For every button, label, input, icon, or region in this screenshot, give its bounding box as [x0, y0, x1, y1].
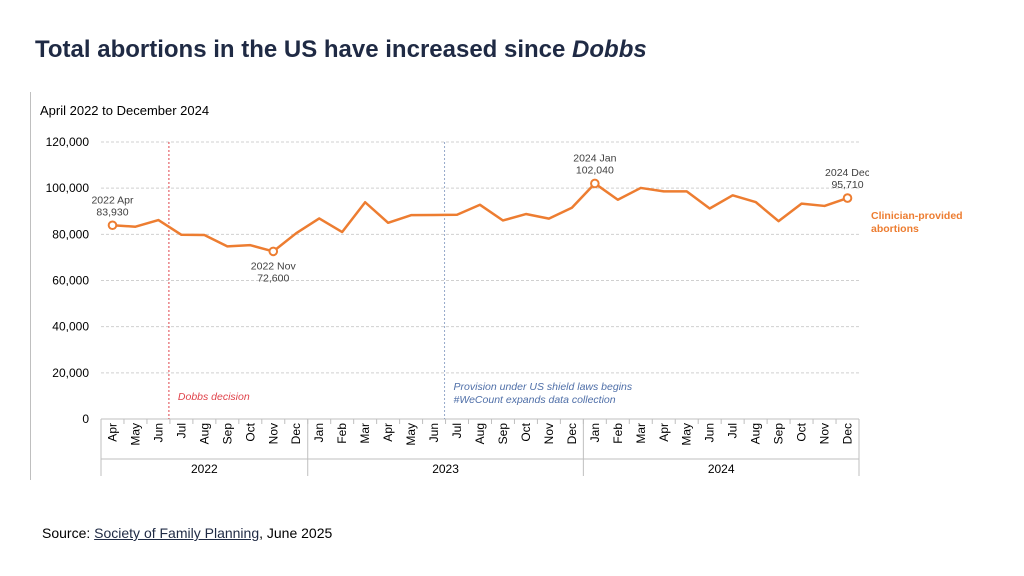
- data-point-marker: [268, 246, 279, 257]
- x-tick-label: Apr: [657, 423, 671, 442]
- annotation-value: 83,930: [96, 206, 128, 218]
- x-tick-label: Oct: [243, 422, 257, 441]
- y-tick-label: 80,000: [52, 227, 89, 241]
- x-tick-label: Jun: [427, 423, 441, 442]
- x-tick-label: Dec: [841, 423, 855, 444]
- x-tick-label: May: [680, 423, 694, 446]
- event-label: Provision under US shield laws begins: [454, 381, 633, 393]
- x-tick-label: Jul: [726, 423, 740, 438]
- annotation-label: 2022 Apr: [91, 194, 134, 206]
- year-label: 2023: [432, 462, 459, 476]
- y-tick-label: 20,000: [52, 366, 89, 380]
- series-line: [112, 182, 848, 253]
- x-tick-label: Sep: [772, 423, 786, 445]
- title-main-text: Total abortions in the US have increased…: [35, 36, 573, 63]
- data-point-marker: [842, 193, 853, 203]
- x-tick-label: Feb: [611, 423, 625, 444]
- x-tick-label: Sep: [220, 423, 234, 445]
- x-tick-label: Jul: [450, 423, 464, 438]
- x-tick-label: Aug: [749, 423, 763, 444]
- legend-series-label: Clinician-provided: [871, 210, 963, 222]
- x-tick-label: Aug: [473, 423, 487, 444]
- data-point-marker: [107, 220, 118, 231]
- data-point-marker: [590, 178, 600, 189]
- x-tick-label: Oct: [519, 422, 533, 441]
- x-tick-label: Nov: [818, 423, 832, 444]
- x-tick-label: Apr: [381, 423, 395, 442]
- x-tick-label: Jun: [703, 423, 717, 442]
- x-tick-label: Jul: [174, 423, 188, 438]
- annotation-value: 102,040: [576, 164, 614, 176]
- chart-container: April 2022 to December 2024 0 20,000 40,000…: [30, 92, 870, 480]
- event-label: Dobbs decision: [178, 391, 250, 403]
- x-tick-label: May: [128, 423, 142, 446]
- y-tick-label: 40,000: [52, 320, 89, 334]
- title-emphasis-text: Dobbs: [572, 36, 647, 63]
- x-tick-label: Dec: [289, 423, 303, 444]
- x-tick-label: Feb: [335, 423, 349, 444]
- x-tick-label: Jan: [588, 423, 602, 442]
- legend-series-label: abortions: [871, 223, 919, 235]
- x-tick-label: May: [404, 423, 418, 446]
- x-tick-label: Sep: [496, 423, 510, 445]
- x-tick-label: Mar: [358, 423, 372, 444]
- x-tick-label: Mar: [634, 423, 648, 444]
- chart-subtitle: April 2022 to December 2024: [40, 103, 209, 118]
- y-tick-label: 0: [82, 412, 89, 426]
- x-tick-label: Nov: [542, 423, 556, 444]
- year-label: 2022: [191, 462, 218, 476]
- source-prefix: Source:: [42, 525, 95, 541]
- line-chart: April 2022 to December 2024 0 20,000 40,000…: [40, 103, 870, 476]
- legend: Clinician-provided abortions: [871, 210, 963, 235]
- x-tick-label: Nov: [266, 423, 280, 444]
- event-label: #WeCount expands data collection: [454, 394, 616, 406]
- page-title: Total abortions in the US have increased…: [35, 36, 647, 64]
- annotation-value: 72,600: [257, 272, 289, 284]
- annotation-label: 2024 Jan: [573, 152, 616, 164]
- x-tick-label: Jan: [312, 423, 326, 442]
- x-tick-label: Dec: [565, 423, 579, 444]
- source-suffix: , June 2025: [259, 525, 333, 541]
- x-tick-label: Aug: [197, 423, 211, 444]
- y-tick-label: 100,000: [46, 181, 90, 195]
- x-tick-label: Oct: [795, 422, 809, 441]
- x-tick-label: Jun: [151, 423, 165, 442]
- year-label: 2024: [708, 462, 735, 476]
- y-tick-label: 60,000: [52, 274, 89, 288]
- annotation-label: 2024 Dec: [825, 167, 869, 179]
- source-note: Source: Society of Family Planning, June…: [42, 525, 332, 541]
- annotation-value: 95,710: [831, 179, 863, 191]
- x-tick-label: Apr: [105, 423, 119, 442]
- y-tick-label: 120,000: [46, 135, 90, 149]
- source-link[interactable]: Society of Family Planning: [94, 525, 260, 541]
- annotation-label: 2022 Nov: [251, 260, 297, 272]
